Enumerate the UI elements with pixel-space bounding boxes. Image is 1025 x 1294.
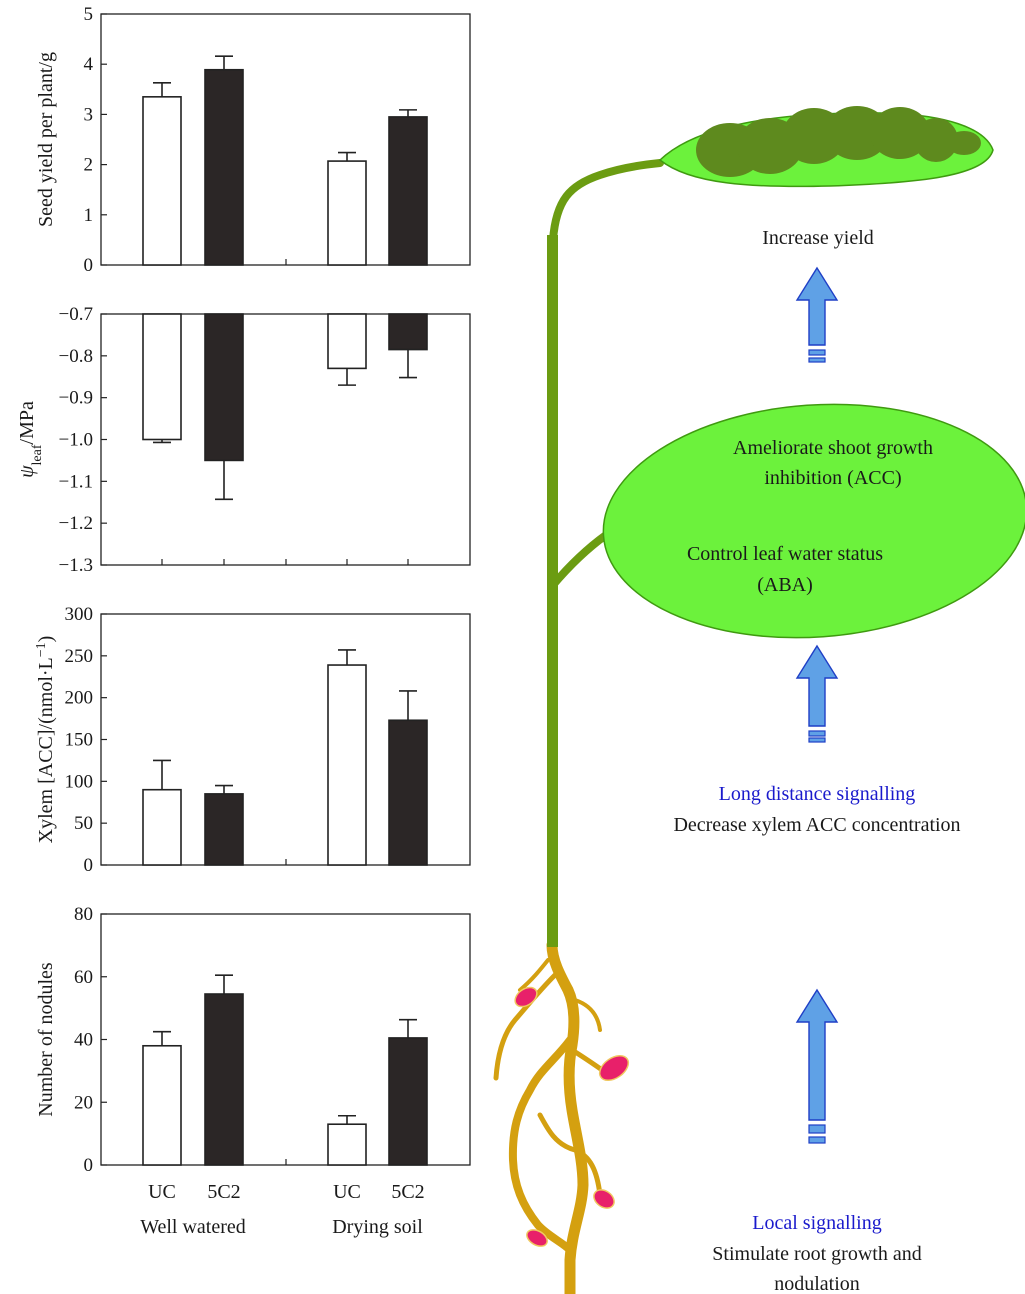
leaf-text-line1: Ameliorate shoot growth [733, 437, 933, 459]
bar [388, 313, 428, 351]
group-label: Drying soil [332, 1216, 423, 1238]
bar [388, 1037, 428, 1166]
roots [493, 939, 608, 1294]
leaf [602, 403, 1025, 639]
y-tick-label: 4 [84, 54, 94, 75]
stimulate-root-label-line2: nodulation [774, 1273, 860, 1294]
up-arrow-icon [795, 266, 839, 363]
arrow-stripe [808, 1124, 826, 1134]
chart-panel-1: 0 1 2 3 4 5 Seed yield per plant/g [35, 4, 471, 276]
category-label: UC [148, 1181, 176, 1203]
seed [914, 118, 958, 162]
y-tick-label: 40 [74, 1030, 93, 1051]
category-label: 5C2 [391, 1181, 424, 1203]
seed [947, 131, 981, 155]
arrow-stripe [808, 357, 826, 363]
chart-panel-2: −0.7 −0.8 −0.9 −1.0 −1.1 −1.2 −1.3 ψleaf/MPa [16, 304, 471, 576]
bar [142, 313, 182, 441]
bar [327, 313, 367, 370]
plant-diagram: Increase yield Ameliorate shoot growth i… [493, 106, 1025, 1294]
bar [142, 788, 182, 866]
decrease-acc-label: Decrease xylem ACC concentration [673, 814, 960, 836]
y-axis-label: Xylem [ACC]/(nmol·L−1) [34, 636, 58, 844]
stem [547, 235, 558, 947]
y-axis-label: Number of nodules [35, 962, 57, 1117]
leaf-text-line2: inhibition (ACC) [764, 467, 901, 489]
y-tick-label: 80 [74, 904, 93, 925]
root-nodules [514, 986, 630, 1247]
increase-yield-label: Increase yield [762, 227, 874, 249]
leaf-text-line3: Control leaf water status [687, 543, 883, 565]
bar [204, 313, 244, 462]
long-distance-signalling-label: Long distance signalling [719, 783, 916, 805]
bar [142, 1044, 182, 1166]
y-tick-label: 1 [84, 205, 94, 226]
y-tick-label: −1.0 [59, 430, 93, 451]
nodule [598, 1054, 630, 1082]
bar [327, 160, 367, 266]
bar [204, 68, 244, 266]
seed [825, 106, 889, 160]
up-arrow-icon [795, 988, 839, 1144]
y-tick-label: −0.7 [59, 304, 93, 325]
bar [388, 116, 428, 266]
y-tick-label: 2 [84, 155, 94, 176]
y-tick-label: 300 [65, 604, 94, 625]
arrow-stripe [808, 737, 826, 743]
bar [204, 793, 244, 866]
y-tick-label: 250 [65, 646, 94, 667]
y-tick-label: −0.8 [59, 346, 93, 367]
y-tick-label: 0 [84, 1155, 94, 1176]
y-tick-label: 20 [74, 1092, 93, 1113]
y-tick-label: 200 [65, 688, 94, 709]
nodule [593, 1189, 615, 1209]
y-tick-label: −0.9 [59, 388, 93, 409]
bar [388, 719, 428, 866]
chart-panel-3: 0 50 100 150 200 250 300 Xylem [ACC]/(nmol·L−1) [34, 604, 471, 876]
bar [327, 664, 367, 866]
arrow-stripe [808, 1136, 826, 1144]
y-tick-label: 150 [65, 730, 94, 751]
y-tick-label: 60 [74, 967, 93, 988]
bar [142, 96, 182, 266]
arrow-body [795, 988, 839, 1121]
y-tick-label: 0 [84, 255, 94, 276]
y-tick-label: −1.1 [59, 471, 93, 492]
y-tick-label: −1.2 [59, 513, 93, 534]
y-axis-label: ψleaf/MPa [16, 401, 45, 478]
arrow-stripe [808, 730, 826, 737]
bar-charts: 0 1 2 3 4 5 Seed yield per plant/g −0.7 −0.8 −0.9… [16, 4, 471, 1238]
y-tick-label: 3 [84, 104, 94, 125]
bar [327, 1123, 367, 1166]
arrow-body [795, 644, 839, 727]
category-label: UC [333, 1181, 361, 1203]
up-arrow-icon [795, 644, 839, 743]
stimulate-root-label-line1: Stimulate root growth and [712, 1243, 921, 1265]
seeds [696, 106, 981, 177]
y-tick-label: 0 [84, 855, 94, 876]
arrow-body [795, 266, 839, 346]
pod-stalk [549, 159, 664, 244]
nodule [514, 986, 538, 1008]
y-tick-label: 100 [65, 771, 94, 792]
nodule [526, 1229, 548, 1247]
category-label: 5C2 [207, 1181, 240, 1203]
y-tick-label: −1.3 [59, 555, 93, 576]
leaf-text-line4: (ABA) [757, 574, 813, 596]
group-label: Well watered [140, 1216, 246, 1238]
y-axis-label: Seed yield per plant/g [35, 52, 57, 227]
leaf-petiole [549, 531, 610, 589]
y-tick-label: 50 [74, 813, 93, 834]
arrow-stripe [808, 349, 826, 356]
y-tick-label: 5 [84, 4, 94, 25]
bar [204, 993, 244, 1166]
local-signalling-label: Local signalling [752, 1212, 881, 1234]
chart-panel-4: 0 20 40 60 80 Number of nodules UC 5C2 UC 5C2 Well… [35, 904, 471, 1238]
